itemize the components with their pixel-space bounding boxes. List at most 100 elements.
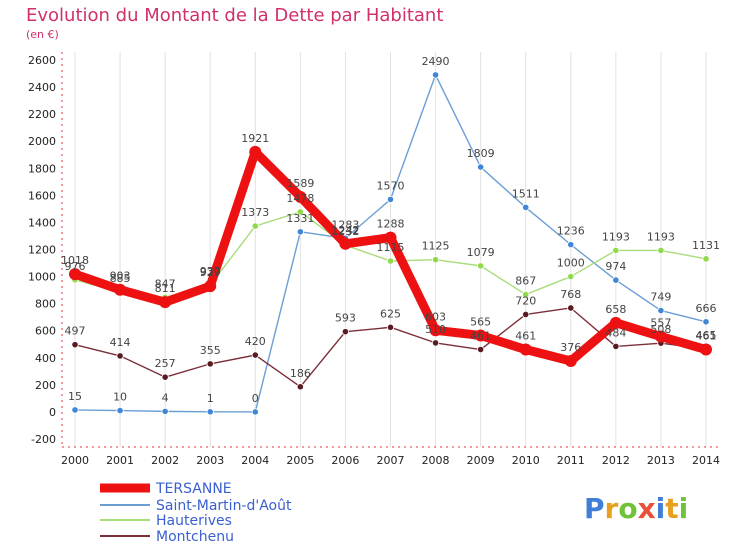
data-label: 0: [252, 392, 259, 405]
y-tick-label: 1600: [28, 189, 56, 202]
data-label: 1288: [377, 218, 405, 231]
y-tick-label: 600: [35, 325, 56, 338]
legend-label: Saint-Martin-d'Août: [156, 498, 292, 514]
logo-letter: i: [679, 492, 689, 525]
data-point: [519, 343, 532, 356]
data-label: 1000: [557, 257, 585, 270]
data-point: [204, 280, 217, 293]
data-point: [702, 255, 710, 263]
data-label: 461: [515, 330, 536, 343]
y-tick-label: 1400: [28, 216, 56, 229]
legend: TERSANNESaint-Martin-d'AoûtHauterivesMon…: [100, 481, 292, 545]
data-label: 1921: [241, 132, 269, 145]
data-point: [612, 246, 620, 255]
data-point: [296, 383, 304, 391]
data-label: 510: [425, 323, 446, 336]
x-tick-label: 2006: [331, 454, 359, 467]
data-point: [296, 228, 304, 236]
data-label: 666: [696, 302, 717, 315]
x-tick-label: 2007: [377, 454, 405, 467]
data-label: 1589: [286, 177, 314, 190]
data-label: 1331: [286, 212, 314, 225]
y-tick-label: 2600: [28, 54, 56, 67]
data-label: 749: [650, 291, 671, 304]
data-label: 2490: [422, 55, 450, 68]
data-label: 465: [696, 329, 717, 342]
data-label: 625: [380, 307, 401, 320]
data-label: 1236: [557, 225, 585, 238]
data-label: 885: [110, 272, 131, 285]
data-label: 1193: [602, 230, 630, 243]
x-tick-label: 2008: [422, 454, 450, 467]
data-point: [431, 71, 440, 79]
data-label: 1511: [512, 187, 540, 200]
data-label: 1115: [377, 241, 405, 254]
data-label: 355: [200, 344, 221, 357]
data-label: 811: [155, 282, 176, 295]
logo-letter: t: [665, 492, 678, 525]
logo-letter: r: [605, 492, 619, 525]
data-point: [116, 352, 124, 360]
data-label: 1125: [422, 240, 450, 253]
data-point: [249, 145, 262, 158]
data-point: [477, 345, 485, 354]
data-label: 1131: [692, 239, 720, 252]
data-label: 1079: [467, 246, 495, 259]
y-tick-label: -200: [31, 433, 56, 446]
data-point: [71, 406, 79, 414]
data-label: 257: [155, 357, 176, 370]
data-label: 508: [650, 323, 671, 336]
data-label: 1478: [286, 192, 314, 205]
y-tick-label: 1800: [28, 162, 56, 175]
data-point: [429, 324, 442, 337]
y-tick-label: 800: [35, 298, 56, 311]
legend-label: TERSANNE: [155, 481, 232, 497]
data-point: [522, 310, 530, 319]
data-label: 484: [605, 326, 626, 339]
y-tick-label: 400: [35, 352, 56, 365]
data-point: [341, 328, 350, 336]
data-point: [654, 330, 667, 343]
data-label: 867: [515, 275, 536, 288]
y-tick-label: 200: [35, 379, 56, 392]
data-point: [386, 195, 395, 204]
data-point: [431, 256, 440, 264]
data-point: [522, 203, 530, 212]
data-point: [251, 408, 259, 416]
data-point: [339, 237, 352, 250]
x-tick-label: 2010: [512, 454, 540, 467]
data-point: [612, 276, 620, 284]
legend-label: Montchenu: [156, 529, 234, 545]
y-tick-label: 2400: [28, 81, 56, 94]
data-label: 1570: [377, 179, 405, 192]
data-point: [116, 406, 124, 415]
x-tick-label: 2001: [106, 454, 134, 467]
data-label: 1242: [331, 224, 359, 237]
data-point: [612, 342, 620, 351]
data-label: 768: [560, 288, 581, 301]
data-point: [474, 329, 487, 342]
data-label: 658: [605, 303, 626, 316]
data-label: 15: [68, 390, 82, 403]
x-tick-label: 2000: [61, 454, 89, 467]
x-tick-label: 2009: [467, 454, 495, 467]
data-label: 593: [335, 312, 356, 325]
data-point: [159, 296, 172, 309]
data-point: [477, 163, 485, 171]
y-tick-label: 2000: [28, 135, 56, 148]
x-tick-label: 2005: [286, 454, 314, 467]
chart-title: Evolution du Montant de la Dette par Hab…: [26, 5, 443, 26]
data-label: 420: [245, 335, 266, 348]
x-tick-label: 2013: [647, 454, 675, 467]
data-point: [657, 246, 665, 255]
data-label: 186: [290, 367, 311, 380]
data-point: [657, 306, 665, 315]
data-point: [386, 257, 395, 265]
data-label: 1809: [467, 147, 495, 160]
data-point: [251, 222, 259, 230]
y-tick-label: 1000: [28, 271, 56, 284]
data-label: 974: [605, 260, 626, 273]
data-label: 847: [155, 277, 176, 290]
legend-label: Hauterives: [156, 513, 232, 529]
logo-letter: x: [638, 492, 656, 525]
